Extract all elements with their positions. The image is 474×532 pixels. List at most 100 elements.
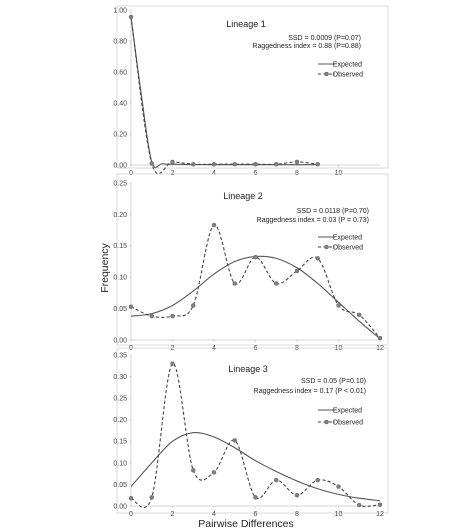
observed-data-point: [232, 438, 237, 443]
legend-expected-label: Expected: [333, 61, 362, 68]
y-tick-label: 0.80: [113, 38, 127, 45]
observed-data-point: [211, 161, 217, 167]
observed-data-point: [232, 281, 237, 286]
y-tick-label: 0.60: [113, 69, 127, 76]
x-tick-label: 6: [254, 511, 258, 518]
x-tick-label: 8: [295, 511, 299, 518]
panel-lineage-3: 0.000.050.100.150.200.250.300.350 2 4 6 8 10 1…: [113, 347, 389, 518]
observed-data-point: [149, 495, 154, 500]
observed-data-point: [357, 502, 362, 508]
x-tick-label: 4: [212, 170, 216, 177]
panel-title: Lineage 2: [223, 191, 263, 201]
legend-observed-label: Observed: [333, 244, 363, 251]
y-tick-label: 0.15: [113, 439, 127, 446]
y-tick-label: 1.00: [113, 7, 127, 14]
x-tick-label: 10: [335, 511, 343, 518]
observed-data-point: [170, 313, 175, 319]
ssd-annotation: SSD = 0.0009 (P=0.07): [288, 35, 361, 42]
raggedness-annotation: Raggedness index = 0.03 (P = 0.73): [257, 217, 369, 224]
legend-expected-label: Expected: [333, 407, 362, 414]
observed-data-point: [191, 161, 196, 167]
y-tick-label: 0.40: [113, 100, 127, 107]
panel-lineage-2: 0.000.050.100.150.200.250 2 4 6 8 10 12Lineage…: [113, 173, 389, 352]
legend-observed-marker: [324, 244, 329, 250]
legend-observed-marker: [324, 419, 329, 425]
observed-data-point: [253, 495, 258, 500]
ssd-annotation: SSD = 0.05 (P=0.10): [301, 378, 366, 385]
observed-data-point: [274, 281, 279, 286]
panel-frame: [116, 173, 389, 346]
x-tick-label: 6: [254, 345, 258, 352]
observed-data-point: [128, 304, 134, 309]
raggedness-annotation: Raggedness index = 0.17 (P < 0.01): [254, 388, 366, 395]
x-tick-label: 2: [171, 345, 175, 352]
y-tick-label: 0.05: [113, 306, 127, 313]
x-tick-label: 4: [212, 345, 216, 352]
panel-lineage-1: 0.00 0.20 0.40 0.60 0.80 1.00 0 2 4 6 8 10 Lineage 1…: [113, 5, 389, 177]
observed-data-point: [377, 502, 383, 507]
y-tick-label: 0.35: [113, 352, 127, 359]
y-tick-label: 0.30: [113, 374, 127, 381]
panel-frame: [116, 347, 389, 514]
observed-data-point: [377, 335, 383, 341]
x-tick-label: 2: [171, 170, 175, 177]
y-tick-label: 0.20: [113, 417, 127, 424]
y-tick-label: 0.00: [113, 337, 127, 344]
observed-data-point: [253, 161, 258, 167]
observed-data-point: [294, 492, 300, 498]
raggedness-annotation: Raggedness index = 0.88 (P=0.88): [252, 43, 361, 50]
y-tick-label: 0.10: [113, 460, 127, 467]
x-tick-label: 4: [212, 511, 216, 518]
y-axis-label: Frequency: [99, 242, 111, 292]
observed-data-point: [336, 303, 341, 308]
observed-data-point: [294, 159, 300, 165]
panel-title: Lineage 1: [226, 19, 266, 29]
expected-series-line: [130, 431, 381, 502]
ssd-annotation: SSD = 0.0118 (P=0.70): [297, 208, 369, 215]
observed-data-point: [253, 254, 258, 260]
panels: 0.00 0.20 0.40 0.60 0.80 1.00 0 2 4 6 8 10 Lineage 1…: [113, 5, 389, 518]
observed-data-point: [170, 361, 175, 366]
y-tick-label: 0.00: [113, 162, 127, 169]
x-tick-label: 6: [254, 170, 258, 177]
legend: Expected Observed: [318, 407, 363, 426]
x-tick-label: 12: [376, 345, 384, 352]
x-tick-label: 0: [129, 170, 133, 177]
observed-data-point: [336, 484, 341, 489]
legend: Expected Observed: [318, 234, 363, 251]
observed-data-point: [315, 161, 320, 167]
x-tick-label: 10: [335, 345, 343, 352]
observed-data-point: [191, 467, 196, 473]
observed-data-point: [191, 303, 196, 308]
y-tick-label: 0.10: [113, 275, 127, 282]
observed-data-point: [149, 313, 154, 319]
observed-series-line: [130, 363, 381, 509]
legend-observed-marker: [324, 71, 329, 77]
y-tick-label: 0.15: [113, 243, 127, 250]
legend-expected-label: Expected: [333, 234, 362, 241]
x-tick-label: 12: [376, 511, 384, 518]
x-tick-label: 10: [335, 170, 343, 177]
observed-data-point: [128, 495, 134, 501]
observed-series-line: [130, 224, 381, 339]
observed-data-point: [315, 477, 320, 483]
observed-data-point: [294, 268, 300, 274]
panel-frame: [116, 5, 389, 169]
expected-series-line: [130, 255, 381, 340]
y-tick-label: 0.25: [113, 180, 127, 187]
observed-data-point: [274, 161, 279, 167]
y-tick-label: 0.05: [113, 482, 127, 489]
y-tick-label: 0.25: [113, 396, 127, 403]
observed-data-point: [211, 470, 217, 475]
legend-observed-label: Observed: [333, 419, 363, 426]
y-tick-label: 0.00: [113, 503, 127, 510]
observed-data-point: [232, 161, 237, 167]
x-tick-label: 8: [295, 345, 299, 352]
y-tick-label: 0.20: [113, 131, 127, 138]
x-tick-label: 2: [171, 511, 175, 518]
observed-data-point: [274, 477, 279, 483]
observed-data-point: [170, 159, 175, 165]
x-axis-label: Pairwise Differences: [198, 518, 294, 530]
observed-data-point: [357, 312, 362, 318]
